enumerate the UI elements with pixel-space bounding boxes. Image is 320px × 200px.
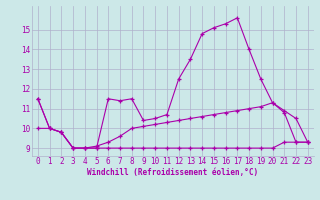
X-axis label: Windchill (Refroidissement éolien,°C): Windchill (Refroidissement éolien,°C) [87, 168, 258, 177]
